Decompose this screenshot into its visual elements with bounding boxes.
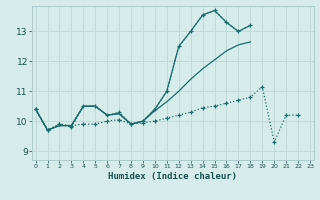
X-axis label: Humidex (Indice chaleur): Humidex (Indice chaleur) bbox=[108, 172, 237, 181]
